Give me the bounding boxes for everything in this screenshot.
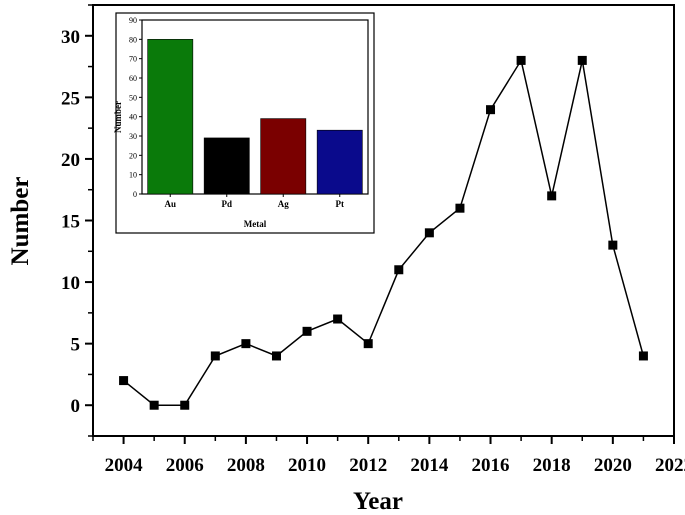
- data-point: [302, 326, 312, 336]
- inset-bar-pt: [316, 129, 363, 195]
- data-point: [394, 265, 404, 275]
- inset-x-axis: Au Pd Ag Pt: [164, 194, 344, 209]
- inset-category-label: Pd: [221, 199, 232, 209]
- inset-y-axis-title: Number: [113, 101, 123, 133]
- main-y-axis: 0 5 10 15 20 25 30: [61, 4, 93, 437]
- inset-y-tick-label: 50: [129, 93, 137, 102]
- data-point: [149, 400, 159, 410]
- data-point: [516, 55, 526, 65]
- y-tick-label: 30: [61, 27, 80, 48]
- inset-bar-ag: [260, 118, 307, 195]
- x-tick-label: 2010: [288, 455, 326, 476]
- data-point: [241, 339, 251, 349]
- inset-category-label: Au: [164, 199, 176, 209]
- data-point: [608, 240, 618, 250]
- inset-bars: [147, 39, 363, 195]
- data-point: [424, 228, 434, 238]
- inset-y-tick-label: 0: [133, 190, 137, 199]
- y-tick-label: 20: [61, 150, 80, 171]
- inset-y-tick-label: 20: [129, 151, 137, 160]
- inset-y-tick-label: 80: [129, 35, 137, 44]
- x-tick-label: 2008: [227, 455, 265, 476]
- main-series: [119, 55, 648, 410]
- data-point: [180, 400, 190, 410]
- data-point: [638, 351, 648, 361]
- data-point: [210, 351, 220, 361]
- data-point: [577, 55, 587, 65]
- inset-bar-pd: [203, 137, 250, 195]
- data-point: [455, 203, 465, 213]
- inset-y-tick-label: 10: [129, 171, 137, 180]
- data-point: [119, 376, 129, 386]
- inset-y-axis: 0 10 20 30 40 50 60 70 80 90: [129, 16, 142, 199]
- data-point: [547, 191, 557, 201]
- series-line: [123, 58, 645, 406]
- x-tick-label: 2012: [349, 455, 387, 476]
- inset-y-tick-label: 70: [129, 55, 137, 64]
- x-axis-title: Year: [353, 488, 403, 515]
- data-point: [333, 314, 343, 324]
- y-tick-label: 5: [71, 335, 81, 356]
- y-axis-title: Number: [7, 177, 34, 266]
- y-tick-label: 0: [71, 396, 81, 417]
- y-tick-label: 10: [61, 273, 80, 294]
- x-tick-label: 2004: [105, 455, 144, 476]
- x-tick-label: 2022: [655, 455, 685, 476]
- main-x-axis: 2004 2006 2008 2010 2012 2014 2016 2018 2020 2022: [92, 436, 685, 476]
- inset-category-label: Ag: [278, 199, 289, 209]
- data-point: [486, 105, 496, 115]
- x-tick-label: 2020: [594, 455, 632, 476]
- inset-x-axis-title: Metal: [244, 219, 267, 229]
- data-point: [271, 351, 281, 361]
- x-tick-label: 2016: [472, 455, 510, 476]
- inset-y-tick-label: 90: [129, 16, 137, 25]
- inset-y-tick-label: 60: [129, 74, 137, 83]
- y-tick-label: 25: [61, 88, 80, 109]
- inset-bar-au: [147, 39, 194, 195]
- x-tick-label: 2018: [533, 455, 571, 476]
- y-tick-label: 15: [61, 212, 80, 233]
- x-tick-label: 2006: [166, 455, 204, 476]
- inset-bar-chart: 0 10 20 30 40 50 60 70 80 90 Au Pd Ag Pt Metal Numbe…: [113, 12, 375, 234]
- x-tick-label: 2014: [410, 455, 449, 476]
- data-point: [363, 339, 373, 349]
- inset-y-tick-label: 40: [129, 113, 137, 122]
- inset-y-tick-label: 30: [129, 132, 137, 141]
- inset-category-label: Pt: [336, 199, 345, 209]
